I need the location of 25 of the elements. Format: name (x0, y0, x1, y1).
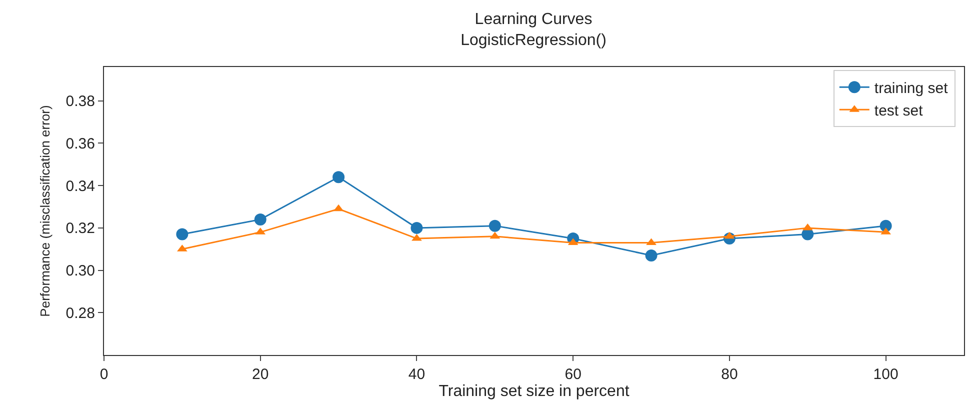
x-axis-title: Training set size in percent (438, 383, 630, 400)
chart-subtitle: LogisticRegression() (460, 32, 606, 49)
point (645, 249, 658, 262)
y-tick-label: 0.36 (66, 135, 95, 152)
legend-label: test set (874, 102, 924, 120)
y-tick-label: 0.38 (66, 93, 95, 110)
x-tick-label: 20 (252, 366, 269, 383)
y-tick-label: 0.28 (66, 304, 95, 322)
point (410, 222, 423, 234)
point (646, 238, 656, 246)
legend-label: training set (874, 80, 949, 97)
point (254, 213, 266, 226)
x-tick-label: 100 (873, 366, 898, 383)
y-axis-title: Performance (misclassification error) (38, 105, 53, 317)
x-tick-label: 40 (408, 366, 426, 383)
x-tick-label: 60 (564, 366, 582, 383)
point (176, 228, 188, 240)
point (332, 171, 345, 184)
y-tick-label: 0.34 (66, 178, 95, 195)
x-tick-label: 80 (721, 366, 738, 383)
y-tick-label: 0.32 (66, 220, 95, 238)
chart-title: Learning Curves (474, 11, 592, 28)
point (488, 220, 501, 232)
x-tick-label: 0 (100, 366, 108, 383)
y-tick-label: 0.30 (66, 262, 95, 280)
